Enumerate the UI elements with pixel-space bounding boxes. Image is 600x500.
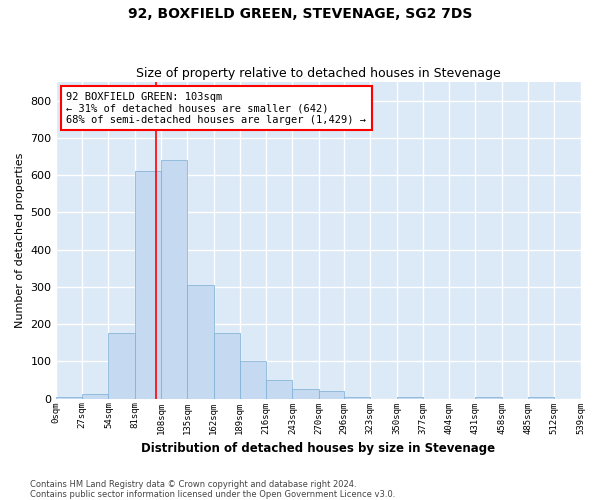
Text: Contains HM Land Registry data © Crown copyright and database right 2024.
Contai: Contains HM Land Registry data © Crown c…	[30, 480, 395, 499]
Bar	[187, 285, 214, 399]
Bar	[528, 397, 554, 398]
Y-axis label: Number of detached properties: Number of detached properties	[15, 152, 25, 328]
Bar	[56, 397, 82, 398]
Bar	[475, 397, 502, 398]
Bar	[214, 334, 240, 398]
Title: Size of property relative to detached houses in Stevenage: Size of property relative to detached ho…	[136, 66, 500, 80]
Bar	[240, 362, 266, 399]
Bar	[134, 172, 161, 398]
Text: 92 BOXFIELD GREEN: 103sqm
← 31% of detached houses are smaller (642)
68% of semi: 92 BOXFIELD GREEN: 103sqm ← 31% of detac…	[67, 92, 367, 125]
Bar	[397, 397, 423, 398]
X-axis label: Distribution of detached houses by size in Stevenage: Distribution of detached houses by size …	[141, 442, 495, 455]
Bar	[344, 397, 370, 398]
Bar	[109, 334, 134, 398]
Bar	[266, 380, 292, 398]
Bar	[292, 390, 319, 398]
Bar	[161, 160, 187, 398]
Bar	[82, 394, 109, 398]
Bar	[319, 391, 344, 398]
Text: 92, BOXFIELD GREEN, STEVENAGE, SG2 7DS: 92, BOXFIELD GREEN, STEVENAGE, SG2 7DS	[128, 8, 472, 22]
